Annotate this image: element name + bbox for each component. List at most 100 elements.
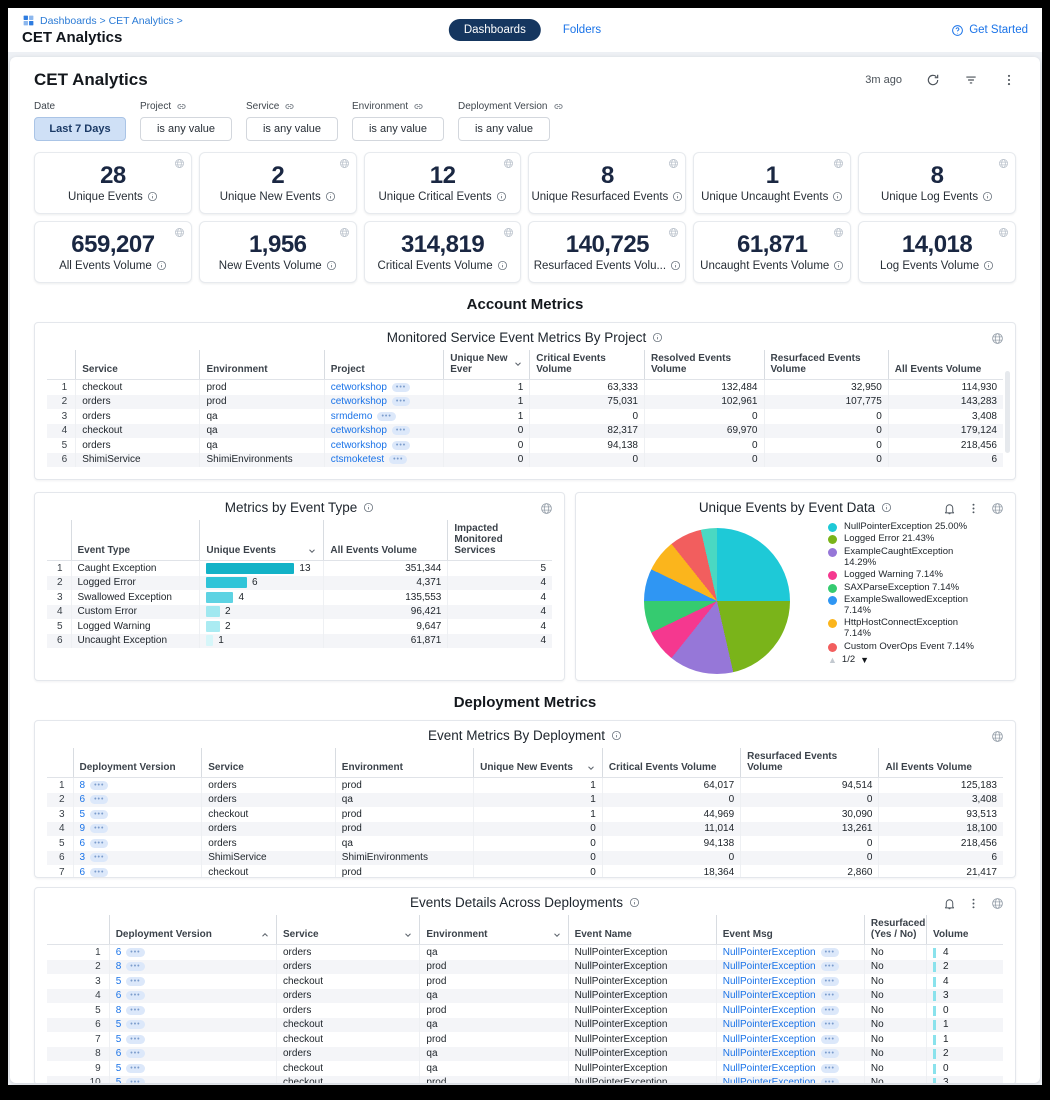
globe-icon[interactable] <box>991 897 1004 910</box>
cell-link[interactable]: NullPointerException <box>722 1033 816 1045</box>
sort-down-icon[interactable] <box>586 763 596 773</box>
sort-down-icon[interactable] <box>552 930 562 940</box>
ellipsis-pill[interactable]: ••• <box>377 411 396 421</box>
info-icon[interactable] <box>672 191 683 202</box>
cell-link[interactable]: NullPointerException <box>722 1077 816 1083</box>
cell-link[interactable]: 6 <box>115 1048 122 1059</box>
info-icon[interactable] <box>325 191 336 202</box>
ellipsis-pill[interactable]: ••• <box>90 838 109 848</box>
filter-value-service[interactable]: is any value <box>246 117 338 141</box>
info-icon[interactable] <box>326 260 337 271</box>
scrollbar[interactable] <box>1005 371 1010 453</box>
ellipsis-pill[interactable]: ••• <box>820 1063 839 1073</box>
ellipsis-pill[interactable]: ••• <box>90 795 109 804</box>
globe-icon[interactable] <box>991 730 1004 743</box>
ellipsis-pill[interactable]: ••• <box>391 440 411 450</box>
cell-link[interactable]: 5 <box>115 1077 122 1083</box>
globe-icon[interactable] <box>998 227 1009 238</box>
breadcrumb[interactable]: Dashboards > CET Analytics > <box>22 14 183 27</box>
info-icon[interactable] <box>881 502 892 513</box>
filter-icon[interactable] <box>964 73 978 87</box>
ellipsis-pill[interactable]: ••• <box>90 809 109 819</box>
cell-link[interactable]: cetworkshop <box>330 439 387 451</box>
sort-up-icon[interactable] <box>260 930 270 940</box>
ellipsis-pill[interactable]: ••• <box>820 947 839 957</box>
cell-link[interactable]: NullPointerException <box>722 990 816 1001</box>
cell-link[interactable]: 6 <box>79 794 86 805</box>
legend-item[interactable]: HttpHostConnectException 7.14% <box>828 617 978 640</box>
ellipsis-pill[interactable]: ••• <box>391 426 411 435</box>
kebab-icon[interactable] <box>967 897 980 910</box>
filter-value-project[interactable]: is any value <box>140 117 232 141</box>
ellipsis-pill[interactable]: ••• <box>126 991 145 1000</box>
cell-link[interactable]: 6 <box>115 946 122 958</box>
cell-link[interactable]: 3 <box>79 852 86 863</box>
cell-link[interactable]: NullPointerException <box>722 961 816 972</box>
cell-link[interactable]: NullPointerException <box>722 975 816 987</box>
cell-link[interactable]: 5 <box>115 975 122 987</box>
info-icon[interactable] <box>611 730 622 741</box>
cell-link[interactable]: 8 <box>115 961 122 972</box>
cell-link[interactable]: 6 <box>115 990 122 1001</box>
cell-link[interactable]: 5 <box>115 1033 122 1045</box>
legend-item[interactable]: SAXParseException 7.14% <box>828 582 978 594</box>
ellipsis-pill[interactable]: ••• <box>126 1078 145 1083</box>
ellipsis-pill[interactable]: ••• <box>90 853 109 862</box>
column-header-service[interactable]: Service <box>275 915 420 945</box>
cell-link[interactable]: 6 <box>79 837 86 849</box>
ellipsis-pill[interactable]: ••• <box>90 780 109 790</box>
ellipsis-pill[interactable]: ••• <box>820 976 839 986</box>
legend-item[interactable]: NullPointerException 25.00% <box>828 521 978 533</box>
globe-icon[interactable] <box>174 227 185 238</box>
filter-value-deployment-version[interactable]: is any value <box>458 117 550 141</box>
info-icon[interactable] <box>982 191 993 202</box>
cell-link[interactable]: 8 <box>115 1004 122 1016</box>
info-icon[interactable] <box>629 897 640 908</box>
filter-value-environment[interactable]: is any value <box>352 117 444 141</box>
ellipsis-pill[interactable]: ••• <box>90 867 109 877</box>
cell-link[interactable]: NullPointerException <box>722 1019 816 1030</box>
globe-icon[interactable] <box>540 502 553 515</box>
column-header-unique-new-events[interactable]: Unique New Events <box>473 748 603 778</box>
cell-link[interactable]: ctsmoketest <box>330 454 385 465</box>
column-header-deployment-version[interactable]: Deployment Version <box>108 915 277 945</box>
ellipsis-pill[interactable]: ••• <box>820 991 839 1000</box>
ellipsis-pill[interactable]: ••• <box>820 1020 839 1029</box>
cell-link[interactable]: 8 <box>79 779 86 791</box>
ellipsis-pill[interactable]: ••• <box>126 947 145 957</box>
info-icon[interactable] <box>983 260 994 271</box>
bell-icon[interactable] <box>943 502 956 515</box>
globe-icon[interactable] <box>503 158 514 169</box>
legend-item[interactable]: Logged Error 21.43% <box>828 533 978 545</box>
tab-folders[interactable]: Folders <box>562 24 602 36</box>
info-icon[interactable] <box>497 260 508 271</box>
ellipsis-pill[interactable]: ••• <box>90 824 109 833</box>
globe-icon[interactable] <box>833 227 844 238</box>
filter-value-date[interactable]: Last 7 Days <box>34 117 126 141</box>
cell-link[interactable]: cetworkshop <box>330 381 387 393</box>
ellipsis-pill[interactable]: ••• <box>820 1005 839 1015</box>
legend-item[interactable]: Custom OverOps Event 7.14% <box>828 641 978 653</box>
globe-icon[interactable] <box>991 332 1004 345</box>
sort-down-icon[interactable] <box>403 930 413 940</box>
cell-link[interactable]: 9 <box>79 823 86 834</box>
info-icon[interactable] <box>147 191 158 202</box>
cell-link[interactable]: NullPointerException <box>722 1062 816 1074</box>
cell-link[interactable]: 5 <box>115 1019 122 1030</box>
info-icon[interactable] <box>833 260 844 271</box>
ellipsis-pill[interactable]: ••• <box>820 1078 839 1083</box>
page-down-icon[interactable]: ▼ <box>860 654 870 665</box>
legend-item[interactable]: ExampleSwallowedException 7.14% <box>828 594 978 617</box>
info-icon[interactable] <box>670 260 681 271</box>
globe-icon[interactable] <box>174 158 185 169</box>
sort-down-icon[interactable] <box>513 359 523 369</box>
globe-icon[interactable] <box>339 227 350 238</box>
cell-link[interactable]: 5 <box>115 1062 122 1074</box>
column-header-unique-events[interactable]: Unique Events <box>199 520 324 561</box>
cell-link[interactable]: NullPointerException <box>722 1048 816 1059</box>
globe-icon[interactable] <box>668 227 679 238</box>
kebab-icon[interactable] <box>1002 73 1016 87</box>
ellipsis-pill[interactable]: ••• <box>126 1005 145 1015</box>
page-up-icon[interactable]: ▲ <box>828 654 837 665</box>
kebab-icon[interactable] <box>967 502 980 515</box>
